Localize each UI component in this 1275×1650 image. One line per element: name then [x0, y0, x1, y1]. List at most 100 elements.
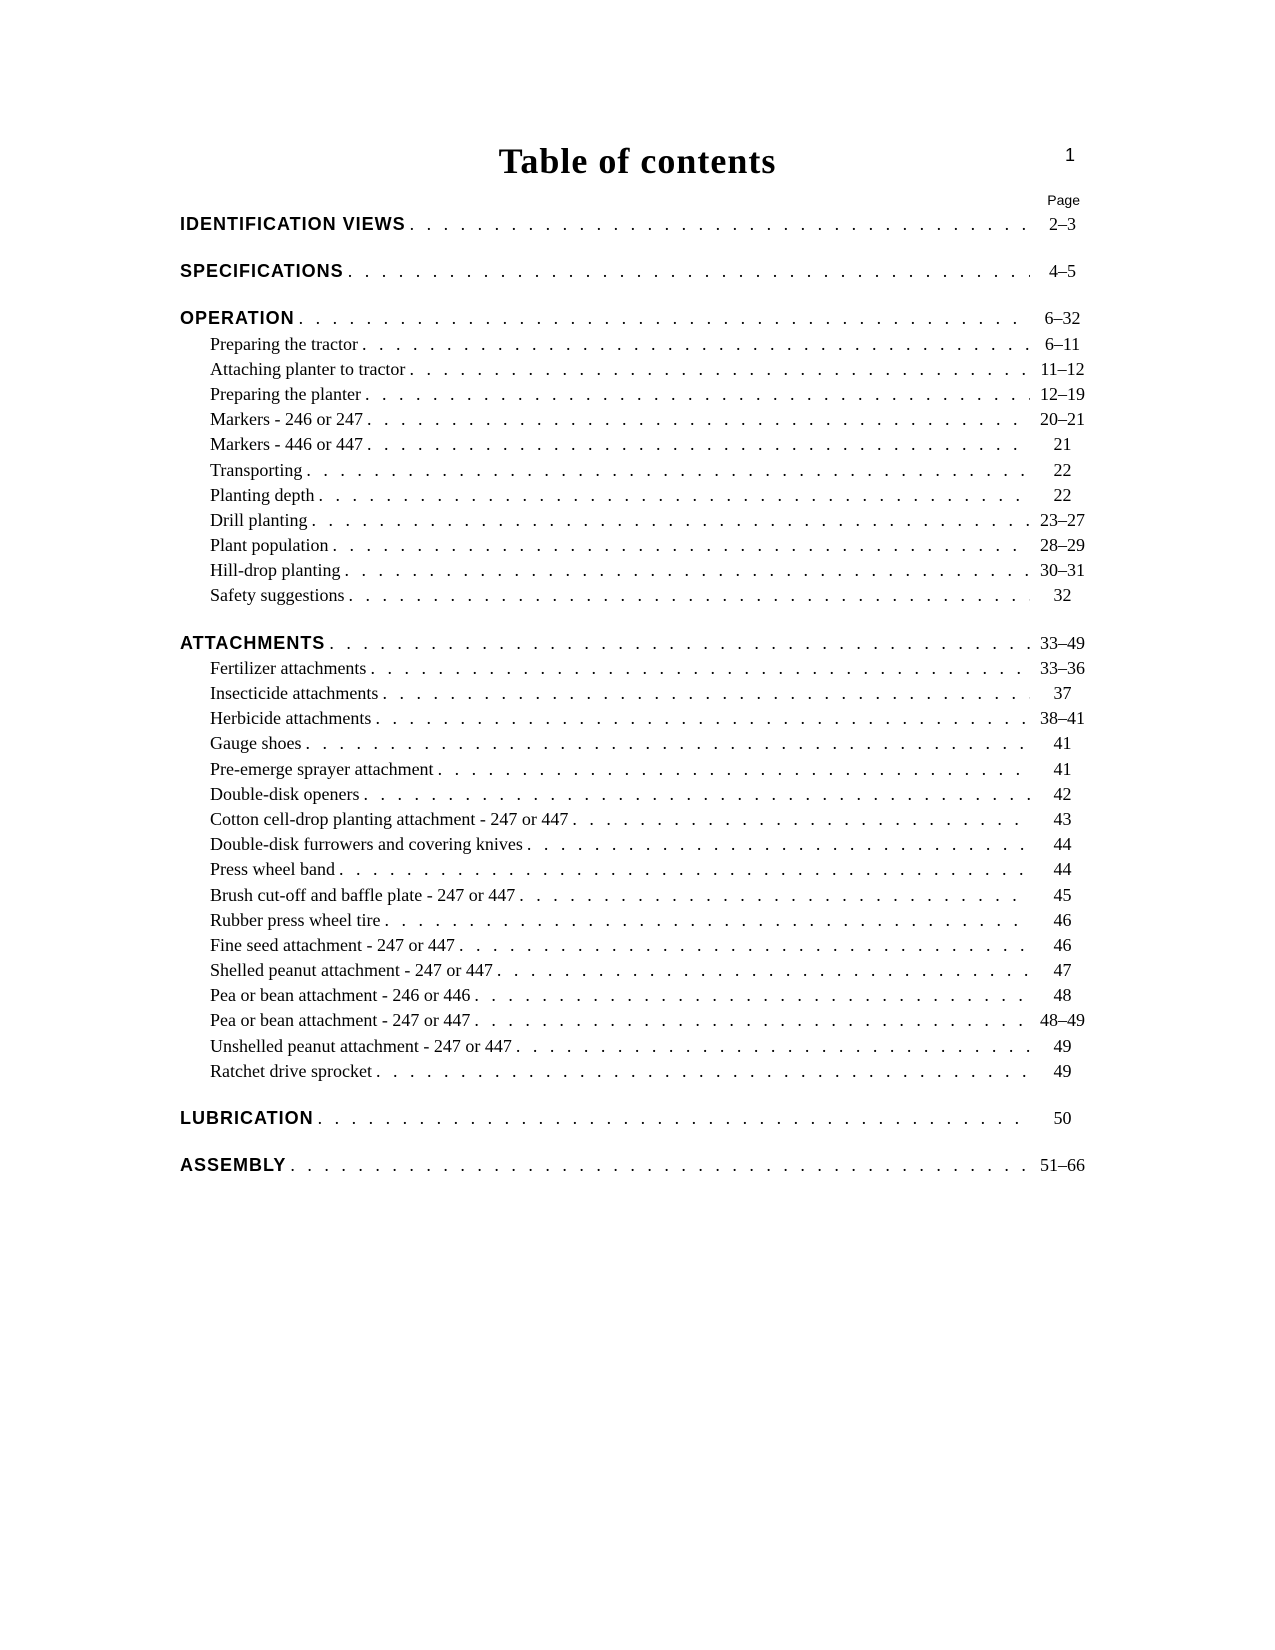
toc-entry-page: 28–29: [1030, 533, 1095, 558]
toc-entry-label: OPERATION: [180, 306, 295, 331]
toc-entry-page: 22: [1030, 483, 1095, 508]
toc-entry-page: 49: [1030, 1059, 1095, 1084]
toc-entry-label: Gauge shoes: [210, 731, 301, 756]
toc-entry-label: IDENTIFICATION VIEWS: [180, 212, 406, 237]
toc-dot-leader: . . . . . . . . . . . . . . . . . . . . …: [378, 681, 1030, 706]
toc-sub-entry: Pea or bean attachment - 246 or 446. . .…: [180, 983, 1095, 1008]
toc-sub-entry: Pre-emerge sprayer attachment. . . . . .…: [180, 757, 1095, 782]
toc-sub-entry: Double-disk openers. . . . . . . . . . .…: [180, 782, 1095, 807]
toc-dot-leader: . . . . . . . . . . . . . . . . . . . . …: [512, 1034, 1030, 1059]
toc-entry-label: Markers - 246 or 247: [210, 407, 363, 432]
toc-entry-label: ASSEMBLY: [180, 1153, 286, 1178]
toc-dot-leader: . . . . . . . . . . . . . . . . . . . . …: [359, 782, 1030, 807]
page-number: 1: [1065, 145, 1075, 166]
toc-entry-label: Transporting: [210, 458, 302, 483]
toc-dot-leader: . . . . . . . . . . . . . . . . . . . . …: [358, 332, 1030, 357]
toc-entry-page: 48–49: [1030, 1008, 1095, 1033]
toc-dot-leader: . . . . . . . . . . . . . . . . . . . . …: [308, 508, 1031, 533]
toc-dot-leader: . . . . . . . . . . . . . . . . . . . . …: [568, 807, 1030, 832]
toc-entry-label: Double-disk openers: [210, 782, 359, 807]
toc-entry-page: 51–66: [1030, 1153, 1095, 1178]
toc-entry-label: Herbicide attachments: [210, 706, 371, 731]
toc-sub-entry: Preparing the tractor. . . . . . . . . .…: [180, 332, 1095, 357]
toc-entry-page: 33–49: [1030, 631, 1095, 656]
toc-entry-page: 46: [1030, 933, 1095, 958]
toc-dot-leader: . . . . . . . . . . . . . . . . . . . . …: [344, 259, 1030, 284]
toc-dot-leader: . . . . . . . . . . . . . . . . . . . . …: [314, 1106, 1030, 1131]
toc-section: ATTACHMENTS. . . . . . . . . . . . . . .…: [180, 631, 1095, 1084]
toc-dot-leader: . . . . . . . . . . . . . . . . . . . . …: [302, 458, 1030, 483]
toc-dot-leader: . . . . . . . . . . . . . . . . . . . . …: [515, 883, 1030, 908]
toc-entry-page: 20–21: [1030, 407, 1095, 432]
toc-dot-leader: . . . . . . . . . . . . . . . . . . . . …: [361, 382, 1030, 407]
toc-dot-leader: . . . . . . . . . . . . . . . . . . . . …: [301, 731, 1030, 756]
toc-sub-entry: Brush cut-off and baffle plate - 247 or …: [180, 883, 1095, 908]
toc-sub-entry: Herbicide attachments. . . . . . . . . .…: [180, 706, 1095, 731]
toc-entry-label: Rubber press wheel tire: [210, 908, 380, 933]
toc-section-heading: IDENTIFICATION VIEWS. . . . . . . . . . …: [180, 212, 1095, 237]
toc-sub-entry: Gauge shoes. . . . . . . . . . . . . . .…: [180, 731, 1095, 756]
toc-sub-entry: Attaching planter to tractor. . . . . . …: [180, 357, 1095, 382]
toc-entry-page: 43: [1030, 807, 1095, 832]
toc-section-heading: SPECIFICATIONS. . . . . . . . . . . . . …: [180, 259, 1095, 284]
toc-sub-entry: Rubber press wheel tire. . . . . . . . .…: [180, 908, 1095, 933]
toc-entry-page: 38–41: [1030, 706, 1095, 731]
toc-section-heading: ASSEMBLY. . . . . . . . . . . . . . . . …: [180, 1153, 1095, 1178]
toc-entry-label: Plant population: [210, 533, 329, 558]
toc-entry-page: 44: [1030, 857, 1095, 882]
toc-dot-leader: . . . . . . . . . . . . . . . . . . . . …: [363, 407, 1030, 432]
toc-entry-page: 45: [1030, 883, 1095, 908]
toc-sub-entry: Shelled peanut attachment - 247 or 447. …: [180, 958, 1095, 983]
page-column-header: Page: [180, 192, 1095, 208]
toc-entry-page: 42: [1030, 782, 1095, 807]
toc-entry-page: 23–27: [1030, 508, 1095, 533]
toc-entry-label: Attaching planter to tractor: [210, 357, 405, 382]
toc-entry-label: Ratchet drive sprocket: [210, 1059, 372, 1084]
toc-dot-leader: . . . . . . . . . . . . . . . . . . . . …: [372, 1059, 1030, 1084]
toc-dot-leader: . . . . . . . . . . . . . . . . . . . . …: [325, 631, 1030, 656]
toc-dot-leader: . . . . . . . . . . . . . . . . . . . . …: [470, 1008, 1030, 1033]
toc-dot-leader: . . . . . . . . . . . . . . . . . . . . …: [335, 857, 1030, 882]
toc-entry-label: ATTACHMENTS: [180, 631, 325, 656]
toc-section: IDENTIFICATION VIEWS. . . . . . . . . . …: [180, 212, 1095, 237]
toc-entry-label: SPECIFICATIONS: [180, 259, 344, 284]
toc-entry-page: 4–5: [1030, 259, 1095, 284]
toc-entry-label: Preparing the tractor: [210, 332, 358, 357]
toc-entry-page: 2–3: [1030, 212, 1095, 237]
toc-section-heading: LUBRICATION. . . . . . . . . . . . . . .…: [180, 1106, 1095, 1131]
toc-entry-page: 37: [1030, 681, 1095, 706]
toc-sub-entry: Markers - 246 or 247. . . . . . . . . . …: [180, 407, 1095, 432]
toc-entry-label: Planting depth: [210, 483, 315, 508]
toc-section: OPERATION . . . . . . . . . . . . . . . .…: [180, 306, 1095, 608]
toc-entry-label: LUBRICATION: [180, 1106, 314, 1131]
toc-dot-leader: . . . . . . . . . . . . . . . . . . . . …: [340, 558, 1030, 583]
toc-entry-page: 46: [1030, 908, 1095, 933]
toc-entry-page: 50: [1030, 1106, 1095, 1131]
toc-dot-leader: . . . . . . . . . . . . . . . . . . . . …: [523, 832, 1030, 857]
toc-entry-page: 44: [1030, 832, 1095, 857]
toc-section: LUBRICATION. . . . . . . . . . . . . . .…: [180, 1106, 1095, 1131]
toc-dot-leader: . . . . . . . . . . . . . . . . . . . . …: [406, 212, 1030, 237]
toc-dot-leader: . . . . . . . . . . . . . . . . . . . . …: [345, 583, 1031, 608]
toc-sub-entry: Fine seed attachment - 247 or 447. . . .…: [180, 933, 1095, 958]
toc-sub-entry: Cotton cell-drop planting attachment - 2…: [180, 807, 1095, 832]
toc-entry-page: 6–32: [1030, 306, 1095, 331]
toc-entry-page: 11–12: [1030, 357, 1095, 382]
toc-entry-label: Shelled peanut attachment - 247 or 447: [210, 958, 493, 983]
toc-dot-leader: . . . . . . . . . . . . . . . . . . . . …: [315, 483, 1031, 508]
toc-entry-page: 12–19: [1030, 382, 1095, 407]
toc-entry-label: Safety suggestions: [210, 583, 345, 608]
toc-entry-page: 21: [1030, 432, 1095, 457]
toc-dot-leader: . . . . . . . . . . . . . . . . . . . . …: [286, 1153, 1030, 1178]
toc-entry-label: Pea or bean attachment - 246 or 446: [210, 983, 470, 1008]
toc-entry-page: 32: [1030, 583, 1095, 608]
toc-container: IDENTIFICATION VIEWS. . . . . . . . . . …: [180, 212, 1095, 1178]
toc-dot-leader: . . . . . . . . . . . . . . . . . . . . …: [493, 958, 1030, 983]
toc-section-heading: OPERATION. . . . . . . . . . . . . . . .…: [180, 306, 1095, 331]
toc-entry-label: Hill-drop planting: [210, 558, 340, 583]
toc-section: SPECIFICATIONS. . . . . . . . . . . . . …: [180, 259, 1095, 284]
toc-entry-label: Fertilizer attachments: [210, 656, 366, 681]
toc-entry-page: 47: [1030, 958, 1095, 983]
toc-entry-label: Markers - 446 or 447: [210, 432, 363, 457]
toc-sub-entry: Insecticide attachments. . . . . . . . .…: [180, 681, 1095, 706]
